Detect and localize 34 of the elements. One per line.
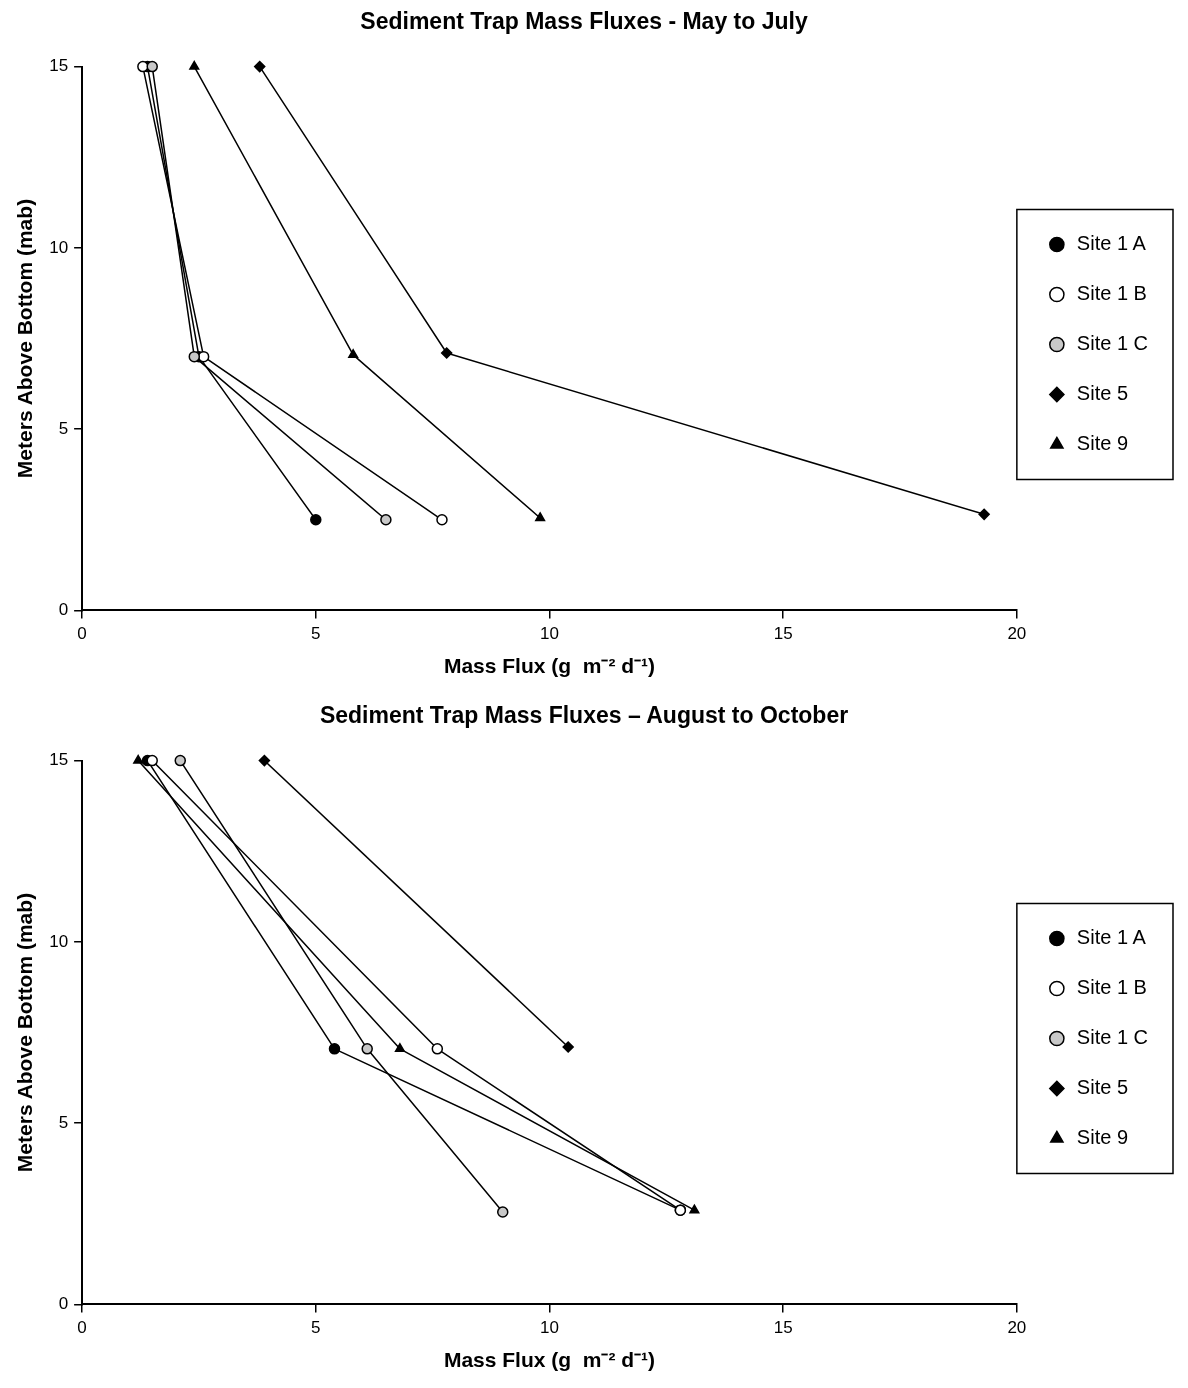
x-axis-title: Mass Flux (g m⁻² d⁻¹) <box>443 654 656 678</box>
x-tick-label: 0 <box>77 1318 87 1338</box>
legend-label: Site 1 C <box>1076 332 1149 355</box>
y-axis-title: Meters Above Bottom (mab) <box>13 198 37 479</box>
chart-title: Sediment Trap Mass Fluxes - May to July <box>360 8 808 35</box>
legend-label: Site 9 <box>1076 1126 1129 1149</box>
y-tick-label: 15 <box>49 56 69 76</box>
legend-label: Site 1 B <box>1076 976 1147 999</box>
legend-label: Site 1 C <box>1076 1026 1149 1049</box>
x-tick-label: 15 <box>773 624 793 644</box>
x-tick-label: 10 <box>540 624 559 644</box>
legend-label: Site 1 A <box>1076 926 1147 949</box>
legend-label: Site 9 <box>1076 432 1129 455</box>
y-axis-title: Meters Above Bottom (mab) <box>13 892 37 1173</box>
x-tick-label: 0 <box>77 624 87 644</box>
legend-label: Site 1 B <box>1076 282 1147 305</box>
y-tick-label: 15 <box>49 750 69 770</box>
y-tick-label: 10 <box>49 931 69 951</box>
y-tick-label: 5 <box>58 1112 69 1132</box>
chart-title: Sediment Trap Mass Fluxes – August to October <box>319 702 849 729</box>
x-axis-title: Mass Flux (g m⁻² d⁻¹) <box>443 1348 656 1372</box>
legend-label: Site 5 <box>1076 382 1129 405</box>
x-tick-label: 20 <box>1007 624 1027 644</box>
x-tick-label: 10 <box>540 1318 559 1338</box>
y-tick-label: 10 <box>49 237 69 257</box>
x-tick-label: 20 <box>1007 1318 1027 1338</box>
x-tick-label: 15 <box>773 1318 793 1338</box>
y-tick-label: 5 <box>58 418 69 438</box>
y-tick-label: 0 <box>58 1294 69 1314</box>
x-tick-label: 5 <box>311 1318 321 1338</box>
y-tick-label: 0 <box>58 600 69 620</box>
x-tick-label: 5 <box>311 624 321 644</box>
legend-label: Site 1 A <box>1076 232 1147 255</box>
legend-label: Site 5 <box>1076 1076 1129 1099</box>
